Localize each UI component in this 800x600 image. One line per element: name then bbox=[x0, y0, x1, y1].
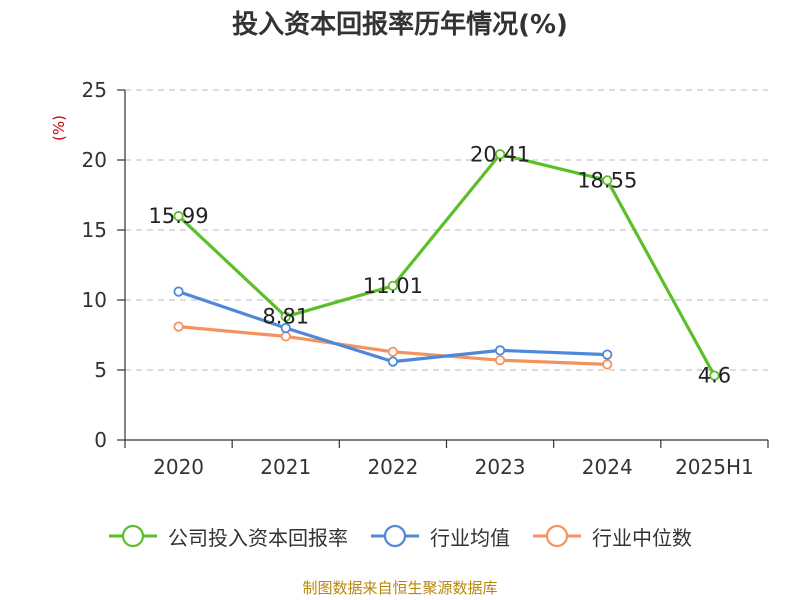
data-label: 8.81 bbox=[262, 305, 309, 329]
x-tick-label: 2024 bbox=[582, 455, 633, 479]
x-tick-label: 2025H1 bbox=[675, 455, 754, 479]
data-point bbox=[280, 331, 291, 342]
legend-swatch bbox=[370, 522, 420, 550]
data-point bbox=[602, 359, 613, 370]
data-point bbox=[387, 280, 399, 291]
y-tick-label: 5 bbox=[94, 358, 107, 382]
data-point bbox=[494, 149, 506, 160]
data-label: 18.55 bbox=[577, 168, 637, 192]
legend-item[interactable]: 行业均值 bbox=[370, 522, 510, 551]
y-tick-label: 15 bbox=[82, 218, 107, 242]
data-point bbox=[494, 345, 506, 356]
legend-item[interactable]: 公司投入资本回报率 bbox=[108, 522, 348, 551]
data-point bbox=[387, 356, 399, 367]
x-tick-label: 2022 bbox=[367, 455, 418, 479]
data-point bbox=[494, 355, 506, 366]
x-tick-label: 2021 bbox=[260, 455, 311, 479]
data-point bbox=[602, 175, 613, 186]
data-point bbox=[602, 349, 613, 360]
series-line bbox=[177, 152, 716, 377]
y-tick-label: 25 bbox=[82, 78, 107, 102]
x-tick-label: 2023 bbox=[475, 455, 526, 479]
y-tick-label: 10 bbox=[82, 288, 107, 312]
data-point bbox=[173, 286, 184, 297]
data-label: 15.99 bbox=[149, 204, 209, 228]
legend-swatch bbox=[532, 522, 582, 550]
data-point bbox=[387, 346, 399, 357]
data-point bbox=[280, 311, 291, 322]
y-tick-label: 0 bbox=[94, 428, 107, 452]
data-point bbox=[709, 370, 720, 381]
data-point bbox=[173, 321, 184, 332]
data-label: 20.41 bbox=[470, 142, 530, 166]
y-tick-label: 20 bbox=[82, 148, 107, 172]
legend-swatch bbox=[108, 522, 158, 550]
legend-item[interactable]: 行业中位数 bbox=[532, 522, 692, 551]
source-note: 制图数据来自恒生聚源数据库 bbox=[302, 579, 498, 597]
data-point bbox=[173, 211, 184, 222]
legend-label: 行业中位数 bbox=[592, 525, 692, 550]
x-tick-label: 2020 bbox=[153, 455, 204, 479]
chart-title: 投入资本回报率历年情况(%) bbox=[232, 10, 568, 40]
data-label: 4.6 bbox=[698, 364, 731, 388]
data-point bbox=[280, 322, 291, 334]
data-label: 11.01 bbox=[363, 274, 423, 298]
legend: 公司投入资本回报率 行业均值 行业中位数 bbox=[0, 518, 800, 554]
legend-label: 行业均值 bbox=[430, 525, 510, 550]
legend-label: 公司投入资本回报率 bbox=[168, 525, 348, 550]
